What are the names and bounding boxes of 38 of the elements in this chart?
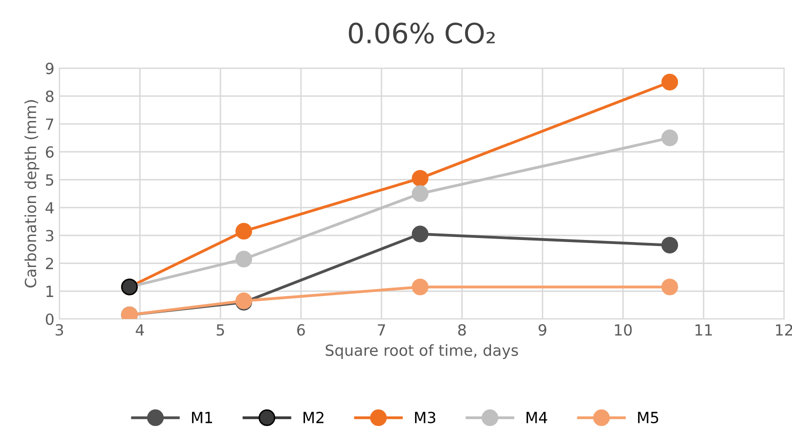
x-tick-label: 8 <box>458 324 466 336</box>
point <box>235 222 252 240</box>
legend-label: M1 <box>192 412 212 424</box>
x-tick-label: 10 <box>615 324 632 336</box>
x-tick-label: 3 <box>56 324 64 336</box>
x-tick-label: 5 <box>216 324 224 336</box>
y-tick-label: 8 <box>46 90 54 102</box>
x-axis-title: Square root of time, days <box>326 344 518 359</box>
point <box>412 185 428 202</box>
x-tick-label: 6 <box>297 324 305 336</box>
x-tick-label: 12 <box>776 324 792 336</box>
legend-label: M3 <box>415 412 436 424</box>
y-tick-label: 6 <box>46 146 54 158</box>
x-tick-label: 11 <box>696 324 712 336</box>
point <box>661 130 678 146</box>
y-tick-label: 3 <box>46 230 54 242</box>
chart-title: 0.06% CO₂ <box>348 22 495 44</box>
point <box>235 250 252 268</box>
point <box>412 226 428 242</box>
legend-label: M4 <box>526 412 548 424</box>
point <box>412 170 428 187</box>
point <box>412 278 428 296</box>
y-tick-label: 5 <box>46 174 54 186</box>
y-tick-label: 4 <box>46 202 54 214</box>
y-tick-label: 9 <box>46 62 54 74</box>
y-tick-label: 7 <box>46 118 54 130</box>
y-tick-label: 1 <box>46 286 54 297</box>
y-tick-label: 2 <box>46 258 54 270</box>
x-tick-label: 9 <box>538 324 546 336</box>
point <box>661 74 678 90</box>
legend-label: M5 <box>638 412 658 424</box>
point <box>661 236 678 254</box>
x-tick-label: 4 <box>136 324 144 336</box>
x-tick-label: 7 <box>378 324 386 336</box>
y-axis-title: Carbonation depth (mm) <box>24 100 40 288</box>
y-tick-label: 0 <box>46 313 54 326</box>
legend-label: M2 <box>304 412 324 424</box>
point <box>661 278 678 296</box>
